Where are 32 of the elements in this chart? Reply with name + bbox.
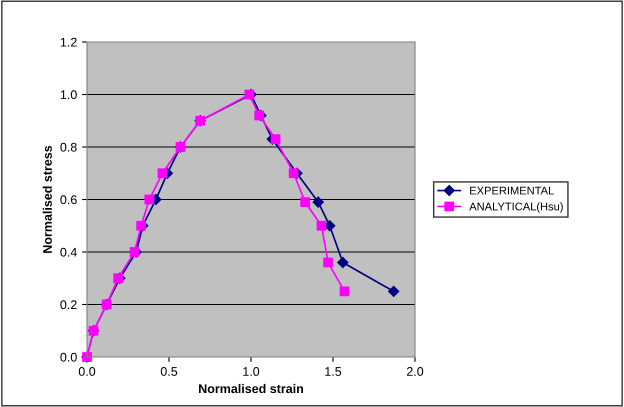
point: [144, 194, 154, 204]
point: [300, 197, 310, 207]
y-tick-label: 0.0: [60, 352, 77, 362]
point: [270, 134, 280, 144]
point: [113, 273, 124, 284]
legend-label: ANALYTICAL(Hsu): [469, 202, 563, 213]
y-tick-label: 1.2: [60, 38, 77, 47]
y-tick-label: 0.4: [60, 248, 77, 257]
y-axis-title: Normalised stress: [42, 146, 52, 253]
x-axis-title: Normalised strain: [199, 384, 304, 394]
point: [340, 286, 350, 296]
x-tick-label: 1.5: [325, 367, 342, 376]
point: [254, 110, 264, 120]
point: [244, 90, 254, 100]
point: [130, 247, 140, 257]
point: [158, 168, 168, 178]
y-tick-label: 0.6: [60, 195, 77, 204]
point: [312, 196, 324, 208]
point: [136, 220, 146, 231]
y-tick-label: 0.2: [60, 300, 77, 310]
x-tick-label: 2.0: [406, 367, 424, 376]
point: [337, 256, 348, 268]
x-tick-label: 0.5: [160, 367, 178, 376]
x-tick-label: 0.0: [78, 367, 96, 376]
y-tick-label: 1.0: [60, 90, 77, 100]
y-tick-label: 0.8: [60, 142, 77, 152]
point: [388, 286, 400, 297]
point: [323, 258, 333, 268]
point: [316, 220, 326, 231]
point: [288, 168, 298, 178]
legend-label: EXPERIMENTAL: [470, 186, 554, 194]
x-tick-label: 1.0: [243, 367, 260, 376]
